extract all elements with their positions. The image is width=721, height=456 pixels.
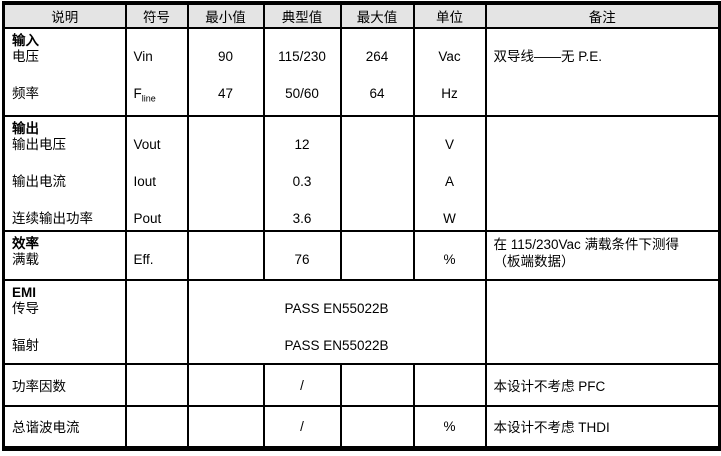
output-min-cell — [186, 115, 265, 232]
emi-symbol-cell — [124, 279, 189, 365]
input-frequency-max: 64 — [369, 86, 385, 101]
output-voltage-label: 输出电压 — [12, 137, 66, 152]
header-desc: 说明 — [2, 2, 127, 29]
input-min-cell: 90 47 — [186, 27, 265, 117]
section-title-emi: EMI — [12, 285, 37, 300]
input-frequency-label: 频率 — [12, 86, 39, 101]
section-output: 输出 输出电压 输出电流 连续输出功率 Vout Iout Pout 12 — [2, 115, 721, 232]
output-desc-cell: 输出 输出电压 输出电流 连续输出功率 — [2, 115, 127, 232]
header-max: 最大值 — [339, 2, 415, 29]
input-voltage-unit: Vac — [438, 49, 461, 64]
output-current-label: 输出电流 — [12, 174, 66, 189]
output-power-label: 连续输出功率 — [12, 211, 93, 226]
section-title-input: 输入 — [12, 33, 39, 48]
input-frequency-symbol: Fline — [133, 86, 156, 104]
emi-radiated-label: 辐射 — [12, 338, 39, 353]
eff-min-cell — [186, 230, 265, 281]
output-max-cell — [339, 115, 415, 232]
pf-typ-cell: / — [262, 363, 342, 407]
pf-desc-cell: 功率因数 — [2, 363, 127, 407]
thd-typ-cell: / — [262, 405, 342, 449]
eff-symbol: Eff. — [133, 252, 154, 267]
output-typ-cell: 12 0.3 3.6 — [262, 115, 342, 232]
output-current-unit: A — [444, 174, 454, 189]
input-symbol-cell: Vin Fline — [124, 27, 189, 117]
emi-conducted-result: PASS EN55022B — [284, 301, 389, 316]
section-title-efficiency: 效率 — [12, 236, 39, 251]
section-title-output: 输出 — [12, 121, 39, 136]
eff-desc-cell: 效率 满载 — [2, 230, 127, 281]
input-typ-cell: 115/230 50/60 — [262, 27, 342, 117]
header-min: 最小值 — [186, 2, 265, 29]
thd-note-cell: 本设计不考虑 THDI — [484, 405, 721, 449]
output-voltage-typ: 12 — [294, 137, 310, 152]
emi-note-cell — [484, 279, 721, 365]
header-unit: 单位 — [412, 2, 487, 29]
emi-desc-cell: EMI 传导 辐射 — [2, 279, 127, 365]
pf-note-cell: 本设计不考虑 PFC — [484, 363, 721, 407]
eff-unit: % — [443, 252, 456, 267]
emi-radiated-result: PASS EN55022B — [284, 338, 389, 353]
eff-note-line2: （板端数据） — [493, 254, 575, 269]
header-symbol: 符号 — [124, 2, 189, 29]
section-emi: EMI 传导 辐射 PASS EN55022B PASS EN55022B — [2, 279, 721, 365]
thd-max-cell — [339, 405, 415, 449]
header-notes: 备注 — [484, 2, 721, 29]
row-power-factor: 功率因数 / 本设计不考虑 PFC — [2, 363, 721, 407]
output-power-typ: 3.6 — [292, 211, 312, 226]
eff-typ-cell: 76 — [262, 230, 342, 281]
eff-max-cell — [339, 230, 415, 281]
header-typ: 典型值 — [262, 2, 342, 29]
eff-symbol-cell: Eff. — [124, 230, 189, 281]
input-voltage-note: 双导线——无 P.E. — [493, 49, 603, 64]
pf-symbol-cell — [124, 363, 189, 407]
emi-conducted-label: 传导 — [12, 301, 39, 316]
eff-fullload-label: 满载 — [12, 252, 39, 267]
input-voltage-symbol: Vin — [133, 49, 153, 64]
row-thd: 总谐波电流 / % 本设计不考虑 THDI — [2, 405, 721, 449]
thd-symbol-cell — [124, 405, 189, 449]
input-frequency-typ: 50/60 — [285, 86, 319, 101]
header-row: 说明 符号 最小值 典型值 最大值 单位 备注 — [2, 2, 721, 29]
thd-desc-cell: 总谐波电流 — [2, 405, 127, 449]
eff-typ: 76 — [294, 252, 310, 267]
thd-min-cell — [186, 405, 265, 449]
output-power-unit: W — [443, 211, 456, 226]
output-unit-cell: V A W — [412, 115, 487, 232]
output-current-typ: 0.3 — [292, 174, 312, 189]
input-desc-cell: 输入 电压 频率 — [2, 27, 127, 117]
output-note-cell — [484, 115, 721, 232]
output-voltage-unit: V — [444, 137, 454, 152]
eff-note-line1: 在 115/230Vac 满载条件下测得 — [493, 237, 680, 252]
input-unit-cell: Vac Hz — [412, 27, 487, 117]
eff-unit-cell: % — [412, 230, 487, 281]
eff-note-cell: 在 115/230Vac 满载条件下测得 （板端数据） — [484, 230, 721, 281]
section-input: 输入 电压 频率 Vin Fline 90 47 — [2, 27, 721, 117]
pf-min-cell — [186, 363, 265, 407]
thd-unit-cell: % — [412, 405, 487, 449]
output-symbol-cell: Vout Iout Pout — [124, 115, 189, 232]
section-efficiency: 效率 满载 Eff. 76 % 在 115/230Va — [2, 230, 721, 281]
output-power-symbol: Pout — [133, 211, 162, 226]
emi-result-cell: PASS EN55022B PASS EN55022B — [186, 279, 487, 365]
pf-unit-cell — [412, 363, 487, 407]
input-voltage-label: 电压 — [12, 49, 39, 64]
input-voltage-min: 90 — [217, 49, 234, 64]
input-note-cell: 双导线——无 P.E. — [484, 27, 721, 117]
input-frequency-unit: Hz — [441, 86, 458, 101]
pf-max-cell — [339, 363, 415, 407]
output-voltage-symbol: Vout — [133, 137, 161, 152]
input-max-cell: 264 64 — [339, 27, 415, 117]
input-voltage-typ: 115/230 — [278, 49, 326, 64]
input-voltage-max: 264 — [365, 49, 389, 64]
output-current-symbol: Iout — [133, 174, 157, 189]
input-frequency-min: 47 — [217, 86, 234, 101]
